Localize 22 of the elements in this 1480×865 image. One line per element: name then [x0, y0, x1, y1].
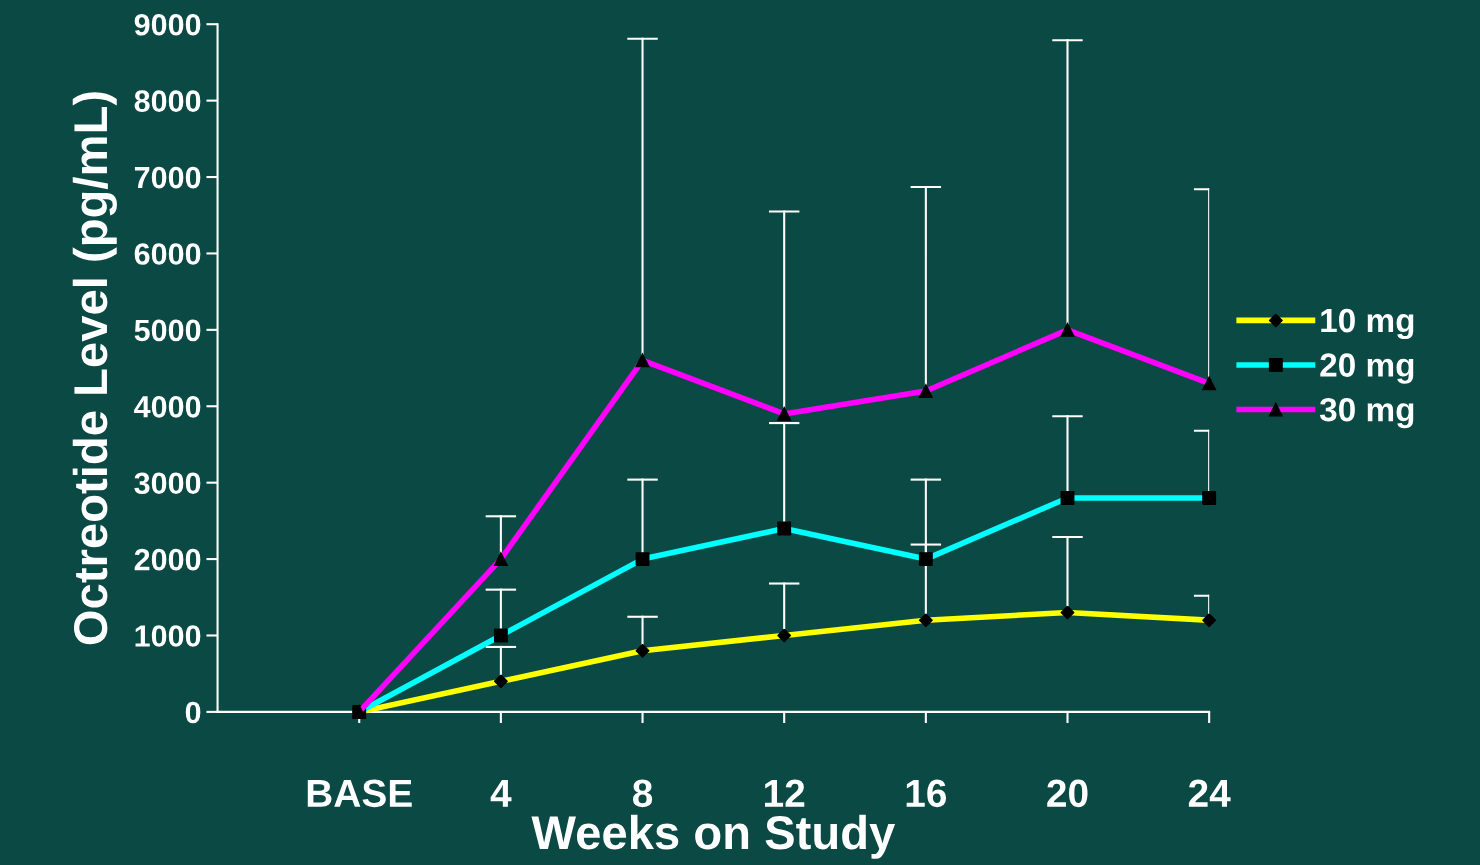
y-tick-label: 8000	[134, 90, 201, 112]
y-tick-label: 3000	[134, 472, 201, 495]
y-tick-label: 1000	[135, 625, 201, 647]
y-tick-label: 0	[185, 701, 201, 724]
x-tick-label: 20	[1047, 779, 1088, 808]
x-tick-label: 16	[906, 779, 947, 808]
y-tick-label: 5000	[134, 319, 201, 342]
legend-label: 10 mg	[1321, 308, 1414, 340]
x-tick-label: 8	[632, 779, 653, 808]
y-tick-label: 6000	[134, 243, 201, 265]
x-tick-label: 12	[765, 779, 805, 807]
x-tick-label: 4	[490, 779, 512, 807]
y-tick-label: 9000	[134, 13, 201, 36]
x-tick-label: 24	[1188, 779, 1231, 807]
y-axis-title: Octreotide Level (pg/mL)	[72, 92, 117, 645]
y-tick-label: 7000	[134, 166, 201, 189]
x-axis-title: Weeks on Study	[531, 814, 896, 859]
y-tick-label: 2000	[134, 548, 201, 571]
legend-label: 20 mg	[1320, 353, 1414, 384]
legend-label: 30 mg	[1319, 397, 1414, 429]
y-tick-label: 4000	[134, 396, 201, 418]
x-tick-label: BASE	[307, 779, 412, 808]
